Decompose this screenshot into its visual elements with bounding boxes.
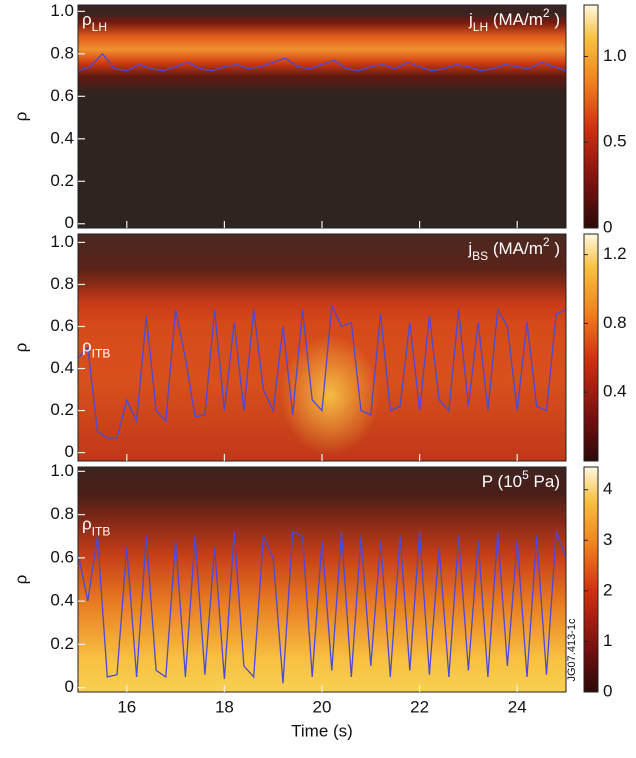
y-tick-label: 0.2: [50, 171, 74, 190]
panel-title: jBS (MA/m2 ): [467, 235, 560, 263]
y-tick-label: 0.4: [50, 128, 74, 147]
y-tick-label: 0.6: [50, 547, 74, 566]
text-part: ITB: [92, 525, 111, 539]
annotation: ρLH: [82, 10, 107, 34]
heatmap-field: [280, 335, 380, 455]
y-axis-label: ρ: [11, 575, 30, 585]
y-tick-label: 1.0: [50, 232, 74, 251]
series-line: [77, 530, 567, 684]
text-part: (MA/m: [488, 10, 543, 29]
colorbar-tick-label: 1: [603, 631, 612, 650]
text-part: ρ: [82, 337, 92, 356]
annotation: ρITB: [82, 515, 110, 539]
panel-title: jLH (MA/m2 ): [468, 6, 560, 34]
y-axis-label: ρ: [11, 112, 30, 122]
text-part: ρ: [82, 515, 92, 534]
colorbar-tick-label: 1.0: [603, 46, 627, 65]
y-tick-label: 0.2: [50, 634, 74, 653]
text-part: (MA/m: [488, 239, 543, 258]
colorbar-tick-label: 2: [603, 580, 612, 599]
y-tick-label: 0: [65, 213, 74, 232]
x-tick-label: 22: [410, 697, 429, 716]
y-tick-label: 0: [65, 442, 74, 461]
x-tick-label: 20: [313, 697, 332, 716]
text-part: Pa): [529, 472, 560, 491]
x-tick-label: 16: [117, 697, 136, 716]
y-tick-label: 0.6: [50, 316, 74, 335]
annotation: ρITB: [82, 337, 110, 361]
text-part: ): [550, 10, 560, 29]
y-tick-label: 0.4: [50, 358, 74, 377]
colorbar: [583, 466, 599, 693]
text-part: j: [467, 239, 472, 258]
colorbar: [583, 4, 599, 229]
y-tick-label: 1.0: [50, 1, 74, 20]
colorbar-tick-label: 0.4: [603, 382, 627, 401]
text-part: ρ: [82, 10, 92, 29]
x-tick-label: 18: [215, 697, 234, 716]
y-tick-label: 0.8: [50, 504, 74, 523]
colorbar-tick-label: 0.8: [603, 313, 627, 332]
text-part: P (10: [482, 472, 522, 491]
text-part: LH: [473, 20, 488, 34]
y-tick-label: 0: [65, 677, 74, 696]
colorbar-tick-label: 0: [603, 217, 612, 236]
colorbar-tick-label: 0.5: [603, 132, 627, 151]
y-tick-label: 0.8: [50, 274, 74, 293]
series-line: [77, 303, 567, 439]
text-part: BS: [472, 249, 488, 263]
y-tick-label: 0.2: [50, 400, 74, 419]
y-axis-label: ρ: [11, 343, 30, 353]
y-tick-label: 0.4: [50, 591, 74, 610]
text-part: 2: [543, 6, 550, 20]
heatmap-field: [78, 467, 566, 692]
heatmap-field: [78, 5, 566, 228]
x-tick-label: 24: [508, 697, 527, 716]
colorbar-tick-label: 1.2: [603, 244, 627, 263]
series-line: [77, 52, 567, 72]
colorbar: [583, 233, 599, 462]
colorbar-tick-label: 0: [603, 681, 612, 700]
y-tick-label: 0.6: [50, 86, 74, 105]
text-part: j: [468, 10, 473, 29]
colorbar-tick-label: 3: [603, 530, 612, 549]
text-part: ): [550, 239, 560, 258]
y-tick-label: 0.8: [50, 43, 74, 62]
y-tick-label: 1.0: [50, 461, 74, 480]
panel-title: P (105 Pa): [482, 468, 560, 491]
x-axis-label: Time (s): [291, 721, 353, 740]
text-part: 2: [543, 235, 550, 249]
text-part: LH: [92, 20, 107, 34]
text-part: ITB: [92, 347, 111, 361]
colorbar-tick-label: 4: [603, 479, 612, 498]
text-part: 5: [522, 468, 529, 482]
watermark: JG07.413-1c: [566, 618, 578, 681]
